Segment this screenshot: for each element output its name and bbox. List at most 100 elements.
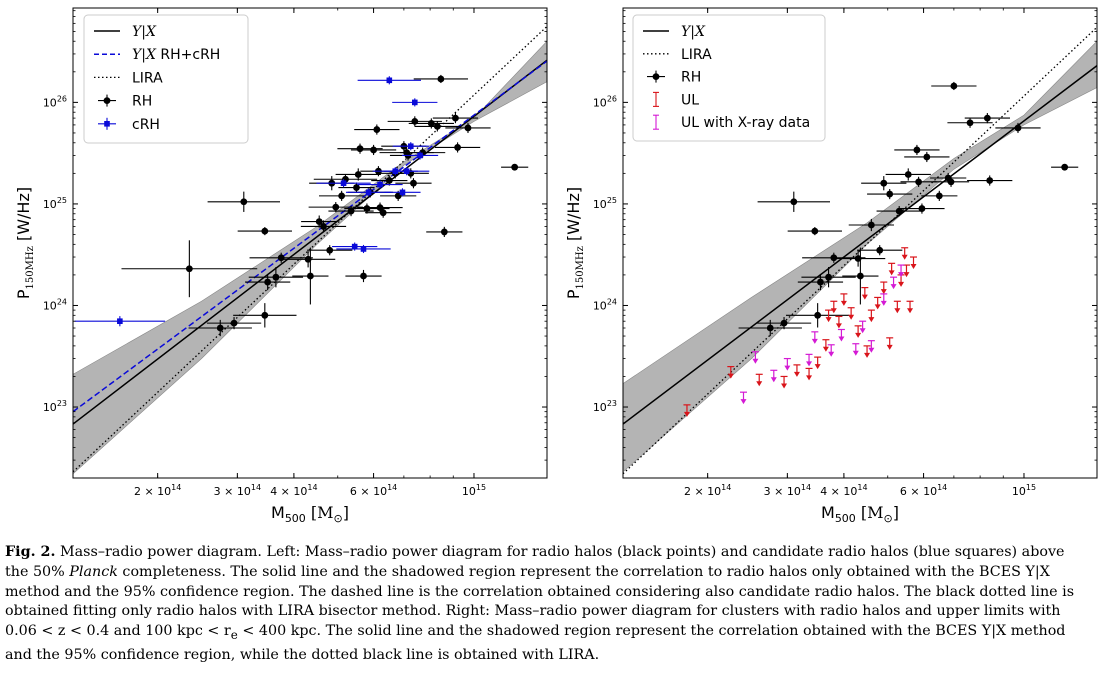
x-tick-exponent: 15 <box>1026 483 1036 492</box>
rh-point <box>338 182 375 193</box>
rh-point <box>395 178 432 189</box>
rh-marker <box>379 209 387 217</box>
rh-point <box>885 168 931 181</box>
rh-point <box>756 317 812 330</box>
x-tick-exponent: 14 <box>801 483 811 492</box>
rh-point <box>445 122 491 134</box>
rh-marker <box>886 190 894 198</box>
limit-head <box>880 289 887 295</box>
legend-item: LIRA <box>94 70 163 86</box>
limit-head <box>888 270 895 276</box>
crh-point <box>357 180 403 189</box>
crh-marker <box>411 99 418 106</box>
limit-head <box>901 254 908 260</box>
legend-swatch-marker <box>104 121 110 127</box>
rh-point <box>365 207 402 218</box>
limit-head <box>756 381 763 387</box>
rh-marker <box>306 272 314 280</box>
limit-head <box>898 272 905 278</box>
x-tick-mantissa: 2 × 10 <box>134 485 171 498</box>
rh-point <box>848 218 894 232</box>
limit-head <box>683 411 690 417</box>
legend-label: RH <box>681 70 701 86</box>
crh-marker <box>399 189 406 196</box>
crh-point <box>401 151 439 160</box>
rh-marker <box>904 171 912 178</box>
legend-item: UL with X-ray data <box>653 114 810 131</box>
rh-marker <box>185 265 193 273</box>
upper-limit-arrow <box>901 247 909 260</box>
x-tick-exponent: 14 <box>937 483 947 492</box>
limit-head <box>825 317 832 323</box>
y-tick-exponent: 26 <box>57 94 67 103</box>
upper-limit-arrow <box>874 296 882 310</box>
legend-label: LIRA <box>681 47 712 63</box>
upper-limit-arrow <box>909 256 917 270</box>
y-tick-exponent: 24 <box>57 297 67 306</box>
y-tick-label: 1023 <box>43 399 67 414</box>
limit-head <box>838 336 845 342</box>
crh-point <box>357 76 421 85</box>
x-tick-mantissa: 6 × 10 <box>350 485 387 498</box>
legend-label: Y|X <box>132 24 157 40</box>
upper-limit-arrow <box>893 300 901 314</box>
rh-marker <box>304 255 312 263</box>
upper-limit-arrow <box>861 286 869 300</box>
rh-marker <box>966 119 974 127</box>
legend-item: LIRA <box>643 47 712 63</box>
y-tick-mantissa: 10 <box>43 96 57 109</box>
rh-marker <box>272 273 280 281</box>
crh-point <box>392 98 438 107</box>
upper-limit-arrow <box>683 404 691 417</box>
rh-point <box>785 303 850 328</box>
rh-marker <box>277 254 285 262</box>
yx-rh-crh-fit-line <box>73 60 547 413</box>
x-tick-label: 4 × 1014 <box>270 483 317 498</box>
rh-point <box>408 118 454 129</box>
upper-limit-arrow <box>793 364 801 377</box>
limit-head <box>784 365 791 371</box>
caption-line-4: obtained fitting only radio halos with L… <box>5 603 1061 620</box>
x-label-close: ] <box>343 503 349 522</box>
rh-point <box>350 144 397 156</box>
crh-marker <box>117 318 123 325</box>
upper-limit-xray-arrow <box>837 328 845 342</box>
rh-point <box>207 191 280 212</box>
legend: Y|X LIRA RH UL UL with X-ray data <box>632 14 826 142</box>
rh-point <box>967 175 1013 186</box>
rh-point <box>432 113 479 124</box>
y-tick-label: 1024 <box>593 297 617 312</box>
upper-limit-xray-arrow <box>859 320 867 334</box>
rh-marker <box>370 146 377 154</box>
rh-marker <box>332 203 340 211</box>
y-tick-exponent: 23 <box>607 399 617 408</box>
rh-marker <box>326 246 334 254</box>
legend-label-math: Y|X <box>132 47 157 63</box>
legend-item: cRH <box>98 117 160 133</box>
legend-label-math: Y|X <box>681 24 706 40</box>
legend-item: UL <box>653 91 699 108</box>
legend-label: UL with X-ray data <box>681 115 810 131</box>
rh-point <box>292 247 329 305</box>
upper-limit-arrow <box>835 315 843 329</box>
rh-point <box>300 220 347 233</box>
x-tick-label: 4 × 1014 <box>820 483 867 498</box>
rh-marker <box>811 227 819 235</box>
x-label-unit: [M <box>856 503 884 522</box>
x-tick-exponent: 14 <box>721 483 731 492</box>
x-axis-label: M500 [M⊙] <box>271 503 349 525</box>
rh-point <box>757 191 830 212</box>
y-tick-label: 1023 <box>593 399 617 414</box>
legend-label: Y|X RH+cRH <box>132 47 220 63</box>
limit-head <box>740 399 747 405</box>
x-label-unit-sub: ⊙ <box>884 512 893 525</box>
rh-marker <box>915 178 923 186</box>
rh-point <box>345 269 382 283</box>
y-tick-label: 1026 <box>593 94 617 109</box>
legend-label: UL <box>681 92 699 108</box>
limit-head <box>840 300 847 306</box>
